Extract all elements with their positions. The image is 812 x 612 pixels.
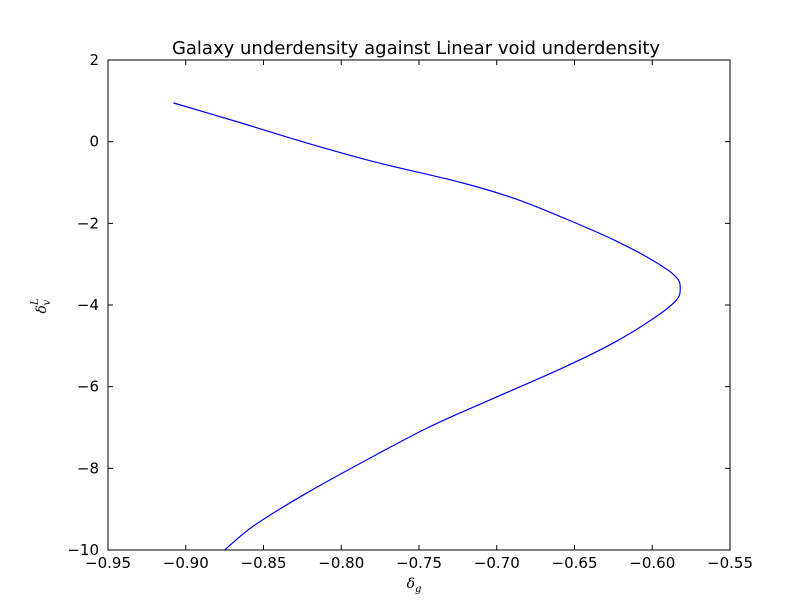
x-tick-label: −0.90	[163, 554, 209, 572]
y-tick-label: −10	[67, 541, 99, 559]
x-tick-label: −0.70	[474, 554, 520, 572]
series-layer	[173, 102, 681, 551]
y-axis-label-symbol: δ	[34, 305, 50, 313]
x-tick-label: −0.60	[629, 554, 675, 572]
y-tick-label: 0	[89, 133, 99, 151]
y-tick-label: −4	[77, 296, 99, 314]
x-tick-label: −0.80	[318, 554, 364, 572]
y-axis-label: δLv	[30, 298, 53, 313]
x-tick-label: −0.85	[241, 554, 287, 572]
x-axis: −0.95 −0.90 −0.85 −0.80 −0.75 −0.70 −0.65 −0.60…	[85, 60, 753, 572]
chart-title: Galaxy underdensity against Linear void …	[172, 38, 660, 59]
x-tick-label: −0.55	[707, 554, 753, 572]
plot-area-frame	[107, 59, 731, 551]
y-axis: 2 0 −2 −4 −6 −8 −10	[67, 51, 730, 559]
y-tick-label: −6	[77, 378, 99, 396]
y-axis-label-superscript: L	[30, 298, 41, 306]
x-tick-label: −0.65	[552, 554, 598, 572]
x-axis-label: δg	[407, 576, 422, 595]
x-tick-label: −0.75	[396, 554, 442, 572]
y-tick-label: −2	[77, 214, 99, 232]
x-axis-label-subscript: g	[415, 584, 421, 595]
x-tick-label: −0.95	[85, 554, 131, 572]
y-axis-label-subscript: v	[42, 299, 53, 305]
y-tick-label: 2	[89, 51, 99, 69]
x-axis-label-symbol: δ	[407, 576, 415, 592]
y-tick-label: −8	[77, 459, 99, 477]
series-line	[173, 102, 681, 551]
